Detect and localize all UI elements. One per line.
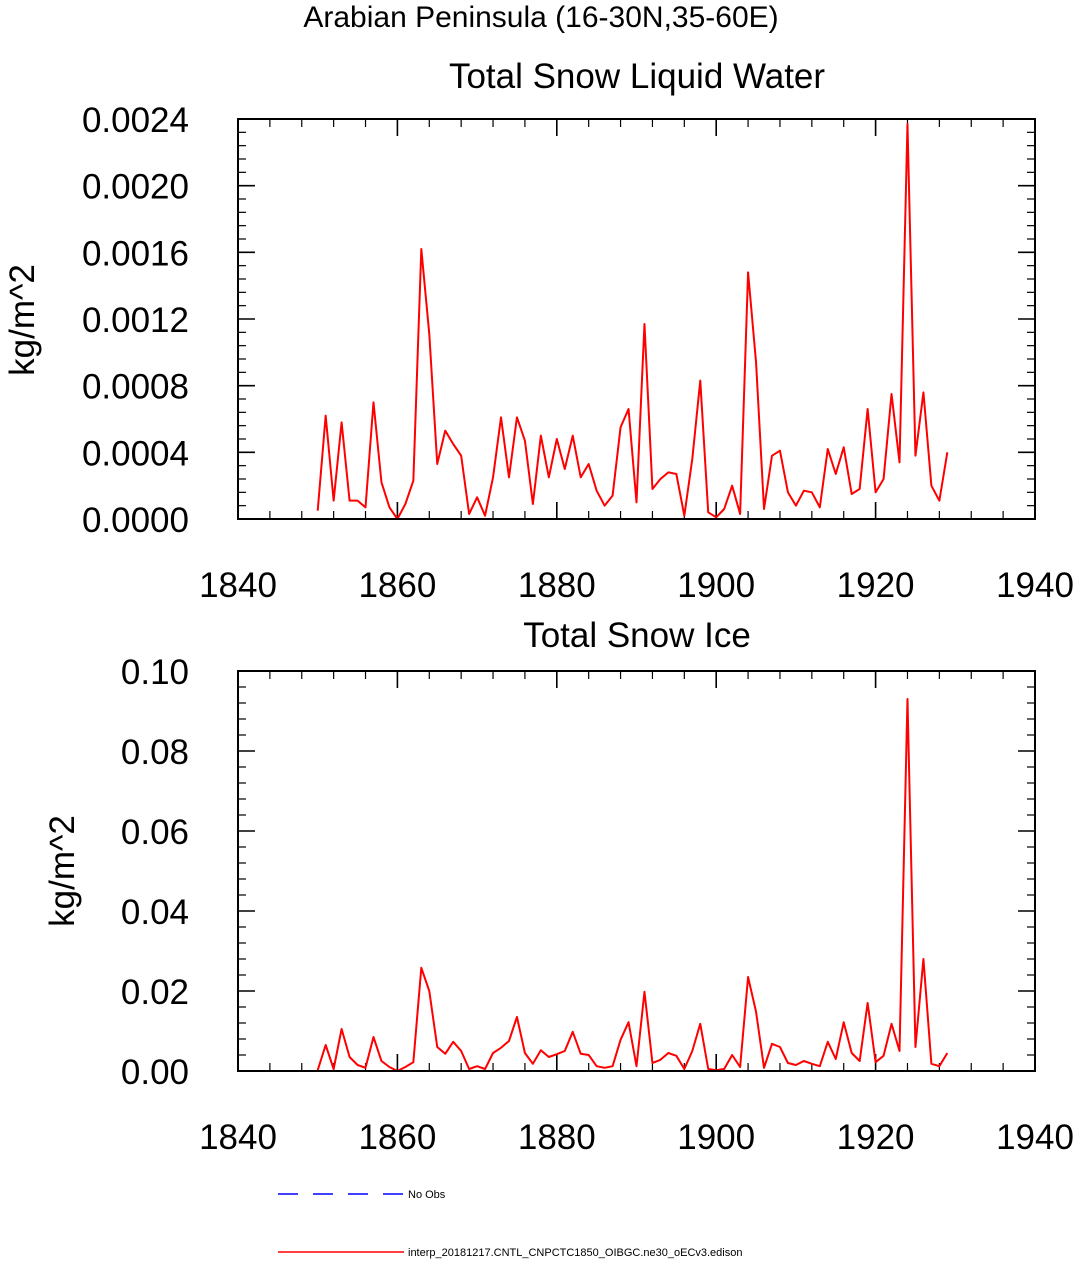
axis-tick-labels: 1840 1860 1880 1900 1920 1940 0.00 0.02 0.04 0.06… bbox=[121, 653, 1074, 1157]
axis-ticks bbox=[237, 118, 1036, 520]
y-tick-label: 0.0016 bbox=[82, 234, 189, 273]
y-tick-label: 0.0008 bbox=[82, 368, 189, 407]
legend-item-model-run: interp_20181217.CNTL_CNPCTC1850_OIBGC.ne… bbox=[278, 1247, 742, 1259]
legend-item-no-obs: No Obs bbox=[278, 1189, 446, 1201]
x-tick-label: 1920 bbox=[837, 566, 915, 605]
y-tick-label: 0.0012 bbox=[82, 301, 189, 340]
x-tick-label: 1940 bbox=[996, 566, 1074, 605]
x-tick-label: 1900 bbox=[677, 566, 755, 605]
series-line-layer bbox=[316, 123, 949, 520]
y-tick-label: 0.00 bbox=[121, 1053, 189, 1092]
y-tick-label: 0.0004 bbox=[82, 434, 189, 473]
snow-ice-panel: Total Snow Ice kg/m^2 1840 1860 1880 1900 19… bbox=[43, 616, 1074, 1157]
y-tick-label: 0.10 bbox=[121, 653, 189, 692]
legend-label: interp_20181217.CNTL_CNPCTC1850_OIBGC.ne… bbox=[408, 1247, 742, 1259]
plot-frame bbox=[237, 670, 1036, 1072]
x-tick-label: 1860 bbox=[358, 566, 436, 605]
axis-ticks bbox=[237, 670, 1036, 1072]
y-tick-label: 0.06 bbox=[121, 813, 189, 852]
y-tick-label: 0.08 bbox=[121, 733, 189, 772]
x-tick-label: 1900 bbox=[677, 1118, 755, 1157]
x-tick-label: 1920 bbox=[837, 1118, 915, 1157]
y-tick-label: 0.0000 bbox=[82, 501, 189, 540]
series-line bbox=[316, 123, 949, 520]
legend-label: No Obs bbox=[408, 1189, 446, 1201]
x-tick-label: 1940 bbox=[996, 1118, 1074, 1157]
y-tick-label: 0.02 bbox=[121, 973, 189, 1012]
x-tick-label: 1840 bbox=[199, 1118, 277, 1157]
y-axis-label: kg/m^2 bbox=[3, 264, 42, 376]
y-tick-label: 0.0020 bbox=[82, 168, 189, 207]
y-tick-label: 0.04 bbox=[121, 893, 189, 932]
axis-tick-labels: 1840 1860 1880 1900 1920 1940 0.0000 0.0004 0.00… bbox=[82, 101, 1074, 605]
y-axis-label: kg/m^2 bbox=[43, 815, 82, 927]
series-line bbox=[316, 698, 949, 1072]
series-line-layer bbox=[316, 698, 949, 1072]
plot-frame bbox=[237, 118, 1036, 520]
x-tick-label: 1880 bbox=[518, 1118, 596, 1157]
x-tick-label: 1840 bbox=[199, 566, 277, 605]
x-tick-label: 1860 bbox=[358, 1118, 436, 1157]
chart-title: Total Snow Liquid Water bbox=[449, 57, 825, 96]
legend: No Obs interp_20181217.CNTL_CNPCTC1850_O… bbox=[278, 1189, 742, 1259]
snow-liquid-water-panel: Total Snow Liquid Water kg/m^2 1840 1860 1… bbox=[3, 57, 1074, 605]
y-tick-label: 0.0024 bbox=[82, 101, 189, 140]
x-tick-label: 1880 bbox=[518, 566, 596, 605]
chart-title: Total Snow Ice bbox=[523, 616, 751, 655]
figure-title: Arabian Peninsula (16-30N,35-60E) bbox=[303, 1, 778, 34]
